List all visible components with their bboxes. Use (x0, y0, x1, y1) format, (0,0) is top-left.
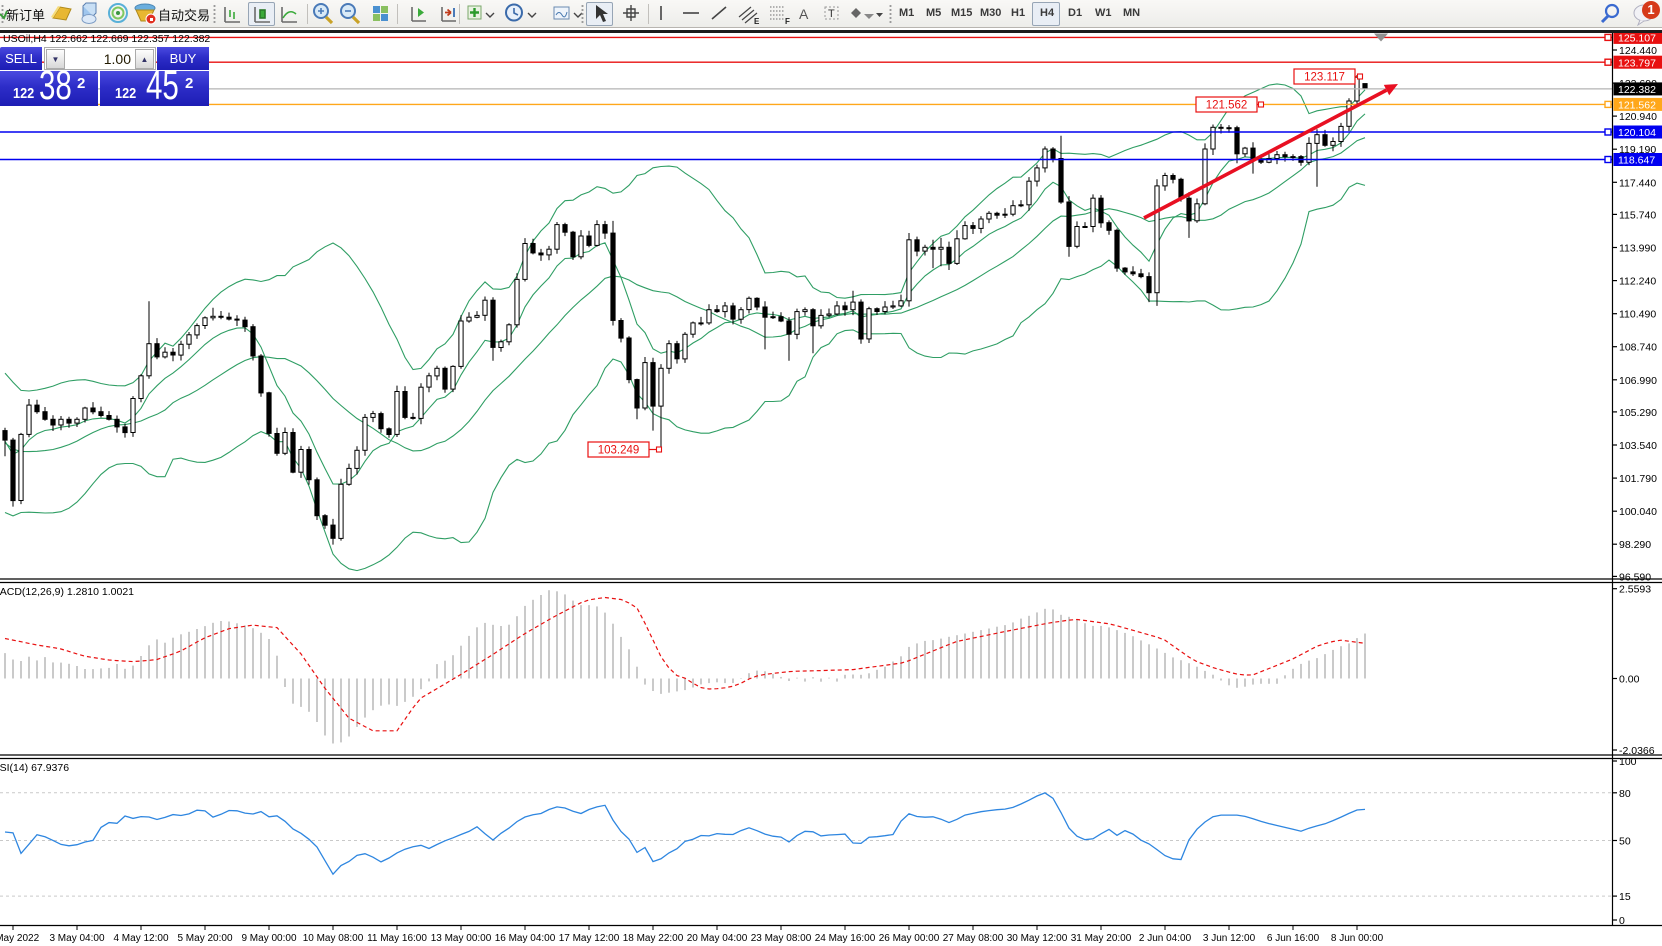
svg-text:103.249: 103.249 (598, 445, 640, 457)
svg-text:20 May 04:00: 20 May 04:00 (687, 933, 748, 944)
svg-text:100.040: 100.040 (1619, 506, 1657, 518)
svg-text:-2.0366: -2.0366 (1619, 745, 1655, 757)
svg-text:123.117: 123.117 (1304, 72, 1345, 84)
svg-text:9 May 00:00: 9 May 00:00 (241, 933, 296, 944)
svg-text:4 May 12:00: 4 May 12:00 (113, 933, 168, 944)
svg-text:120.940: 120.940 (1619, 111, 1657, 123)
svg-text:115.740: 115.740 (1619, 209, 1656, 221)
svg-text:96.590: 96.590 (1619, 571, 1651, 583)
svg-text:31 May 20:00: 31 May 20:00 (1071, 933, 1132, 944)
svg-text:USOil,H4 122.662 122.669 122.: USOil,H4 122.662 122.669 122.357 122.382 (3, 33, 210, 45)
svg-text:24 May 16:00: 24 May 16:00 (815, 933, 876, 944)
svg-text:MACD(12,26,9) 1.2810 1.0021: MACD(12,26,9) 1.2810 1.0021 (0, 586, 134, 598)
svg-text:6 Jun 16:00: 6 Jun 16:00 (1267, 933, 1320, 944)
svg-text:122.382: 122.382 (1618, 84, 1656, 96)
svg-text:26 May 00:00: 26 May 00:00 (879, 933, 940, 944)
svg-text:110.490: 110.490 (1619, 309, 1656, 321)
svg-text:15: 15 (1619, 891, 1631, 903)
svg-text:106.990: 106.990 (1619, 375, 1657, 387)
svg-text:80: 80 (1619, 788, 1631, 800)
svg-text:120.104: 120.104 (1618, 127, 1656, 139)
svg-text:F: F (785, 17, 790, 26)
svg-text:E: E (754, 17, 760, 26)
svg-text:124.440: 124.440 (1619, 45, 1657, 57)
svg-text:27 May 08:00: 27 May 08:00 (943, 933, 1004, 944)
svg-text:112.240: 112.240 (1619, 276, 1656, 288)
svg-text:108.740: 108.740 (1619, 342, 1657, 354)
svg-text:0: 0 (1619, 915, 1625, 927)
svg-text:5 May 20:00: 5 May 20:00 (177, 933, 232, 944)
svg-text:117.440: 117.440 (1619, 177, 1656, 189)
svg-text:50: 50 (1619, 836, 1631, 848)
svg-text:2 Jun 04:00: 2 Jun 04:00 (1139, 933, 1192, 944)
svg-text:3 May 04:00: 3 May 04:00 (49, 933, 104, 944)
svg-text:113.990: 113.990 (1619, 243, 1656, 255)
svg-text:T: T (828, 8, 835, 20)
svg-text:8 Jun 00:00: 8 Jun 00:00 (1331, 933, 1384, 944)
svg-text:30 May 12:00: 30 May 12:00 (1007, 933, 1068, 944)
svg-text:13 May 00:00: 13 May 00:00 (431, 933, 492, 944)
svg-text:2.5593: 2.5593 (1619, 584, 1651, 596)
svg-text:100: 100 (1619, 756, 1637, 768)
svg-text:18 May 22:00: 18 May 22:00 (623, 933, 684, 944)
svg-text:17 May 12:00: 17 May 12:00 (559, 933, 620, 944)
svg-text:23 May 08:00: 23 May 08:00 (751, 933, 812, 944)
svg-text:121.562: 121.562 (1618, 100, 1656, 112)
svg-text:RSI(14) 67.9376: RSI(14) 67.9376 (0, 762, 69, 774)
svg-text:10 May 08:00: 10 May 08:00 (303, 933, 364, 944)
svg-text:103.540: 103.540 (1619, 440, 1657, 452)
svg-text:3 Jun 12:00: 3 Jun 12:00 (1203, 933, 1256, 944)
svg-text:125.107: 125.107 (1618, 33, 1656, 45)
svg-text:1: 1 (1647, 2, 1654, 17)
svg-text:101.790: 101.790 (1619, 473, 1657, 485)
svg-text:A: A (799, 6, 809, 22)
svg-text:2 May 2022: 2 May 2022 (0, 933, 40, 944)
svg-text:16 May 04:00: 16 May 04:00 (495, 933, 556, 944)
svg-text:121.562: 121.562 (1206, 100, 1248, 112)
svg-text:0.00: 0.00 (1619, 674, 1640, 686)
svg-text:105.290: 105.290 (1619, 407, 1657, 419)
svg-text:123.797: 123.797 (1618, 57, 1656, 69)
svg-text:118.647: 118.647 (1618, 155, 1655, 167)
svg-text:98.290: 98.290 (1619, 539, 1651, 551)
svg-text:11 May 16:00: 11 May 16:00 (367, 933, 427, 944)
